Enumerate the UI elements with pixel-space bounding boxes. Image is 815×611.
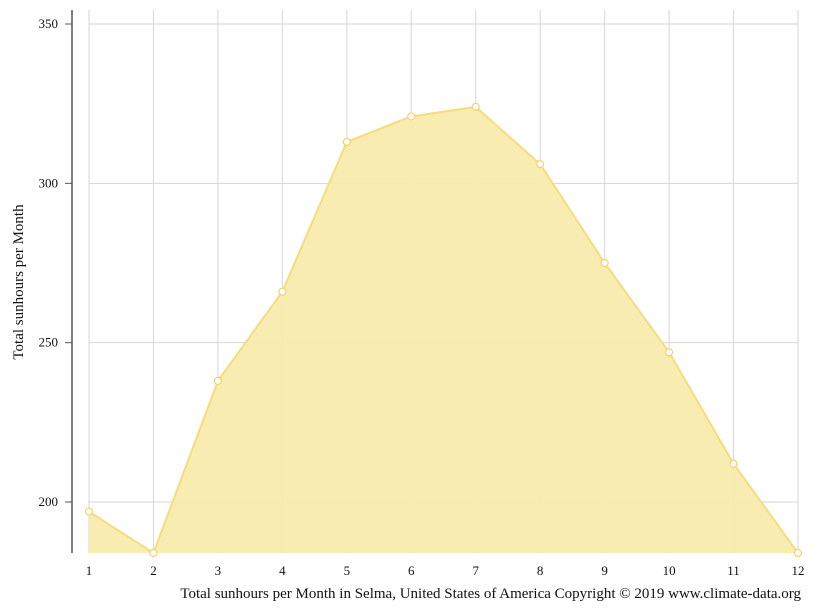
area-fill (89, 106, 798, 553)
data-point-4[interactable] (278, 287, 287, 296)
data-point-1[interactable] (84, 507, 94, 516)
x-tick-label-3: 3 (215, 563, 222, 578)
axes (65, 10, 73, 553)
y-tick-label-200: 200 (39, 494, 59, 509)
x-tick-labels: 1 2 3 4 5 6 7 8 9 10 11 12 (86, 563, 805, 578)
x-tick-label-5: 5 (344, 563, 351, 578)
data-points (84, 102, 803, 558)
x-tick-label-7: 7 (472, 563, 479, 578)
x-tick-label-4: 4 (279, 563, 286, 578)
data-point-3[interactable] (213, 376, 223, 386)
x-tick-label-8: 8 (537, 563, 544, 578)
data-point-9[interactable] (600, 258, 609, 268)
y-tick-label-250: 250 (39, 335, 59, 350)
x-tick-label-6: 6 (408, 563, 415, 578)
data-point-7[interactable] (471, 102, 480, 111)
data-point-8[interactable] (536, 160, 545, 169)
x-tick-label-1: 1 (86, 563, 93, 578)
x-tick-label-11: 11 (727, 563, 740, 578)
chart-caption: Total sunhours per Month in Selma, Unite… (180, 586, 801, 602)
x-tick-label-12: 12 (792, 563, 805, 578)
series-line (88, 105, 799, 555)
data-point-10[interactable] (664, 348, 674, 357)
x-tick-label-9: 9 (601, 563, 608, 578)
data-point-11[interactable] (729, 459, 738, 468)
y-axis-title: Total sunhours per Month (11, 204, 27, 360)
x-tick-label-2: 2 (150, 563, 157, 578)
data-point-12[interactable] (793, 548, 803, 558)
area-series (88, 105, 799, 555)
data-point-2[interactable] (149, 548, 158, 558)
y-tick-labels: 200 250 300 350 (39, 16, 59, 509)
x-tick-label-10: 10 (663, 563, 676, 578)
y-tick-label-350: 350 (39, 16, 59, 31)
data-point-6[interactable] (407, 112, 416, 121)
data-point-5[interactable] (342, 137, 351, 147)
y-tick-label-300: 300 (39, 175, 59, 190)
